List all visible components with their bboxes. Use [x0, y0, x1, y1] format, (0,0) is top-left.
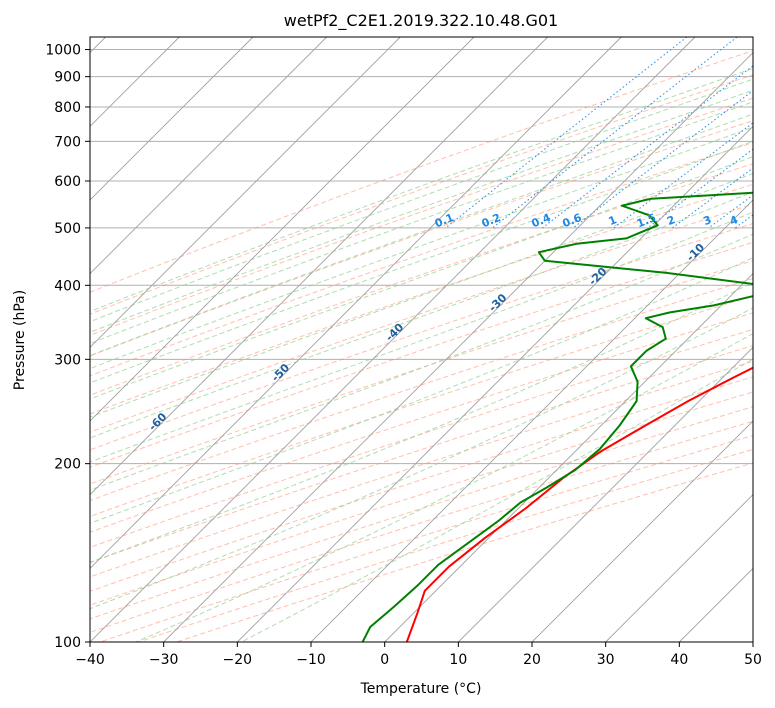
moist-adiabat [241, 358, 753, 642]
x-tick-label: 10 [449, 652, 467, 668]
isotherm-line [384, 273, 753, 642]
dry-adiabat [138, 448, 753, 642]
mixing-ratio-label: 1 [607, 213, 619, 228]
y-tick-label: 100 [54, 635, 81, 651]
mixing-ratio-line [542, 65, 753, 229]
plot-area [90, 37, 753, 642]
dry-adiabat [90, 406, 753, 620]
dry-adiabat [90, 391, 753, 606]
y-tick-label: 600 [54, 174, 81, 190]
mixing-ratio-label: 2 [665, 213, 677, 228]
isotherm-gridlines [90, 37, 753, 642]
x-tick-label: 40 [670, 652, 688, 668]
plot-frame [89, 36, 754, 643]
x-axis: −40 −30 −20 −10 0 10 20 30 40 50 [75, 642, 762, 668]
y-tick-label: 900 [54, 70, 81, 86]
x-tick-label: 20 [523, 652, 541, 668]
profile-series [361, 191, 753, 642]
isotherm-line [90, 37, 327, 275]
dry-adiabat [90, 420, 753, 633]
isotherm-line [531, 420, 753, 642]
x-tick-label: −20 [223, 652, 253, 668]
dry-adiabat [90, 295, 753, 518]
dry-adiabat [100, 434, 753, 642]
contour-label: -70 [23, 460, 46, 483]
dry-adiabat [90, 260, 753, 485]
mixing-ratio-label: 6 [767, 213, 775, 228]
mixing-ratio-line [572, 90, 753, 229]
isotherm-line [458, 346, 753, 642]
temperature-profile [405, 366, 753, 642]
y-tick-label: 400 [54, 278, 81, 294]
isotherm-line [752, 641, 753, 642]
y-tick-label: 1000 [45, 43, 81, 59]
x-tick-label: −10 [296, 652, 326, 668]
isotherm-line [237, 125, 753, 642]
isotherm-line [90, 37, 475, 422]
y-axis: 100 200 300 400 500 600 700 800 900 1000 [45, 43, 90, 651]
dry-adiabat [90, 203, 753, 433]
x-axis-label: Temperature (°C) [360, 681, 482, 697]
mixing-ratio-label: 3 [701, 213, 713, 228]
isotherm-line [605, 494, 753, 642]
dry-adiabat [90, 328, 753, 548]
mixing-ratio-line [672, 167, 753, 229]
moist-adiabat [90, 307, 753, 610]
y-axis-label: Pressure (hPa) [12, 290, 28, 390]
x-tick-label: 50 [744, 652, 762, 668]
moist-adiabat [90, 257, 753, 524]
moist-adiabat [90, 211, 753, 463]
x-tick-label: 0 [380, 652, 389, 668]
x-tick-label: −40 [75, 652, 105, 668]
moist-adiabat [90, 156, 753, 400]
chart-title: wetPf2_C2E1.2019.322.10.48.G01 [284, 11, 558, 31]
y-tick-label: 800 [54, 100, 81, 116]
x-tick-label: 30 [597, 652, 615, 668]
y-tick-label: 700 [54, 134, 81, 150]
moist-adiabat [90, 78, 753, 323]
dewpoint-profile [361, 191, 753, 642]
isotherm-line [163, 52, 753, 642]
isotherm-line [310, 199, 753, 642]
x-tick-label: −30 [149, 652, 179, 668]
isobar-gridlines [90, 49, 753, 643]
isotherm-line [90, 37, 622, 569]
moist-adiabat [90, 101, 753, 345]
dry-adiabat [90, 163, 753, 396]
dry-adiabat [90, 241, 753, 468]
moist-adiabat [90, 172, 753, 418]
y-tick-label: 200 [54, 457, 81, 473]
y-tick-label: 300 [54, 352, 81, 368]
isotherm-line [90, 37, 401, 348]
y-tick-label: 500 [54, 221, 81, 237]
isotherm-line [90, 37, 548, 496]
isotherm-line [90, 37, 696, 642]
isotherm-line [90, 37, 254, 201]
